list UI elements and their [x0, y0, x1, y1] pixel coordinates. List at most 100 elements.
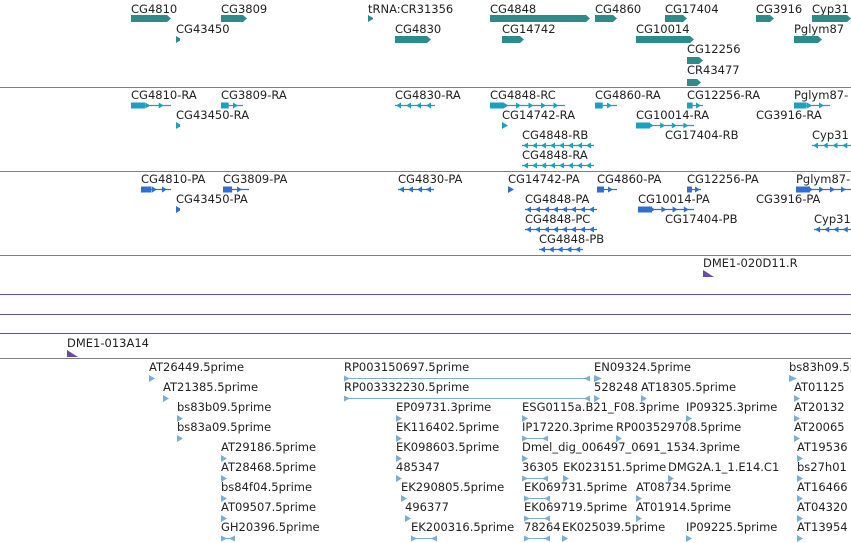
feature-glyph[interactable] [221, 494, 227, 503]
feature-label[interactable]: CG14742 [502, 22, 556, 36]
feature-glyph[interactable] [597, 185, 617, 194]
feature-label[interactable]: EK023151.5prime [563, 460, 667, 474]
feature-glyph[interactable] [594, 374, 602, 383]
feature-label[interactable]: EP09731.3prime [396, 400, 492, 414]
feature-glyph[interactable] [490, 101, 565, 110]
feature-glyph[interactable] [797, 534, 803, 543]
feature-glyph[interactable] [221, 101, 243, 110]
feature-glyph[interactable] [221, 534, 235, 543]
feature-glyph[interactable] [411, 534, 437, 543]
feature-glyph[interactable] [223, 185, 249, 194]
feature-label[interactable]: DME1-020D11.R [703, 256, 798, 270]
feature-label[interactable]: EK069731.5prime [524, 480, 628, 494]
feature-label[interactable]: IP17220.3prime [522, 420, 614, 434]
feature-glyph[interactable] [595, 101, 617, 110]
feature-glyph[interactable] [176, 35, 180, 44]
feature-glyph[interactable] [595, 14, 617, 23]
feature-glyph[interactable] [490, 14, 590, 23]
feature-glyph[interactable] [524, 534, 550, 543]
feature-label[interactable]: 78264 [524, 520, 561, 534]
feature-label[interactable]: CG12256-PA [687, 172, 759, 186]
feature-glyph[interactable] [636, 514, 642, 523]
feature-label[interactable]: EK200316.5prime [411, 520, 515, 534]
feature-glyph[interactable] [812, 141, 851, 150]
feature-label[interactable]: AT09507.5prime [221, 500, 317, 514]
feature-glyph[interactable] [636, 121, 694, 130]
feature-glyph[interactable] [636, 494, 642, 503]
feature-label[interactable]: CG4860 [595, 2, 642, 16]
feature-glyph[interactable] [686, 534, 692, 543]
feature-glyph[interactable] [687, 101, 703, 110]
feature-glyph[interactable] [797, 454, 803, 463]
feature-label[interactable]: CG14742-PA [508, 172, 580, 186]
feature-label[interactable]: EK098603.5prime [396, 440, 500, 454]
feature-glyph[interactable] [502, 35, 524, 44]
feature-glyph[interactable] [797, 494, 803, 503]
feature-label[interactable]: CR43477 [687, 63, 740, 77]
feature-label[interactable]: Dmel_dig_006497_0691_1534.3prime [522, 440, 741, 454]
feature-glyph[interactable] [396, 454, 402, 463]
feature-glyph[interactable] [794, 101, 830, 110]
feature-label[interactable]: bs84f04.5prime [221, 480, 313, 494]
feature-glyph[interactable] [563, 474, 569, 483]
feature-glyph[interactable] [525, 225, 597, 234]
feature-label[interactable]: DME1-013A14 [67, 336, 149, 350]
feature-label[interactable]: CG4848 [490, 2, 537, 16]
feature-glyph[interactable] [177, 414, 183, 423]
feature-glyph[interactable] [221, 454, 227, 463]
feature-label[interactable]: IP09225.5prime [686, 520, 778, 534]
feature-label[interactable]: AT08734.5prime [636, 480, 732, 494]
feature-label[interactable]: 496377 [405, 500, 449, 514]
feature-label[interactable]: 528248 [594, 380, 638, 394]
feature-glyph[interactable] [508, 185, 522, 194]
feature-label[interactable]: AT20065 [794, 420, 845, 434]
feature-label[interactable]: Cyp31 [812, 2, 849, 16]
feature-label[interactable]: CG4830 [395, 22, 442, 36]
feature-label[interactable]: AT19536 [797, 440, 848, 454]
feature-label[interactable]: AT01914.5prime [636, 500, 732, 514]
feature-label[interactable]: tRNA:CR31356 [368, 2, 454, 16]
feature-label[interactable]: CG14742-RA [502, 108, 576, 122]
feature-glyph[interactable] [562, 534, 568, 543]
feature-glyph[interactable] [641, 394, 647, 403]
feature-label[interactable]: Cyp31 [812, 128, 849, 142]
feature-label[interactable]: CG4830-RA [395, 88, 461, 102]
feature-label[interactable]: AT16466 [797, 480, 848, 494]
feature-label[interactable]: CG4848-PB [539, 232, 605, 246]
feature-glyph[interactable] [756, 14, 774, 23]
feature-label[interactable]: bs83a09.5prime [177, 420, 272, 434]
feature-label[interactable]: AT20132 [794, 400, 845, 414]
feature-glyph[interactable] [221, 14, 247, 23]
feature-glyph[interactable] [344, 394, 590, 403]
feature-label[interactable]: RP003150697.5prime [344, 360, 470, 374]
feature-label[interactable]: AT21385.5prime [163, 380, 259, 394]
feature-glyph[interactable] [687, 56, 703, 65]
feature-glyph[interactable] [794, 414, 800, 423]
feature-label[interactable]: CG4848-PA [525, 192, 590, 206]
feature-glyph[interactable] [524, 494, 550, 503]
feature-glyph[interactable] [794, 434, 800, 443]
feature-label[interactable]: bs83b09.5prime [177, 400, 272, 414]
feature-glyph[interactable] [687, 185, 701, 194]
feature-glyph[interactable] [368, 14, 373, 23]
feature-label[interactable]: 485347 [396, 460, 440, 474]
feature-label[interactable]: CG3809-PA [223, 172, 288, 186]
feature-glyph[interactable] [395, 101, 435, 110]
feature-glyph[interactable] [176, 205, 180, 214]
feature-label[interactable]: CG4848-PC [525, 212, 591, 226]
feature-label[interactable]: CG3916-RA [756, 108, 822, 122]
feature-glyph[interactable] [221, 474, 227, 483]
feature-glyph[interactable] [797, 514, 803, 523]
feature-glyph[interactable] [522, 454, 528, 463]
feature-glyph[interactable] [522, 161, 594, 170]
feature-glyph[interactable] [525, 205, 597, 214]
feature-label[interactable]: CG17404-RB [665, 128, 739, 142]
feature-glyph[interactable] [131, 101, 171, 110]
feature-label[interactable]: CG43450-RA [176, 108, 250, 122]
feature-label[interactable]: CG43450-PA [176, 192, 248, 206]
feature-glyph[interactable] [638, 205, 694, 214]
feature-glyph[interactable] [67, 349, 78, 358]
feature-label[interactable]: CG3809-RA [221, 88, 287, 102]
feature-label[interactable]: ESG0115a.B21_F08.3prime [522, 400, 680, 414]
feature-glyph[interactable] [522, 141, 594, 150]
